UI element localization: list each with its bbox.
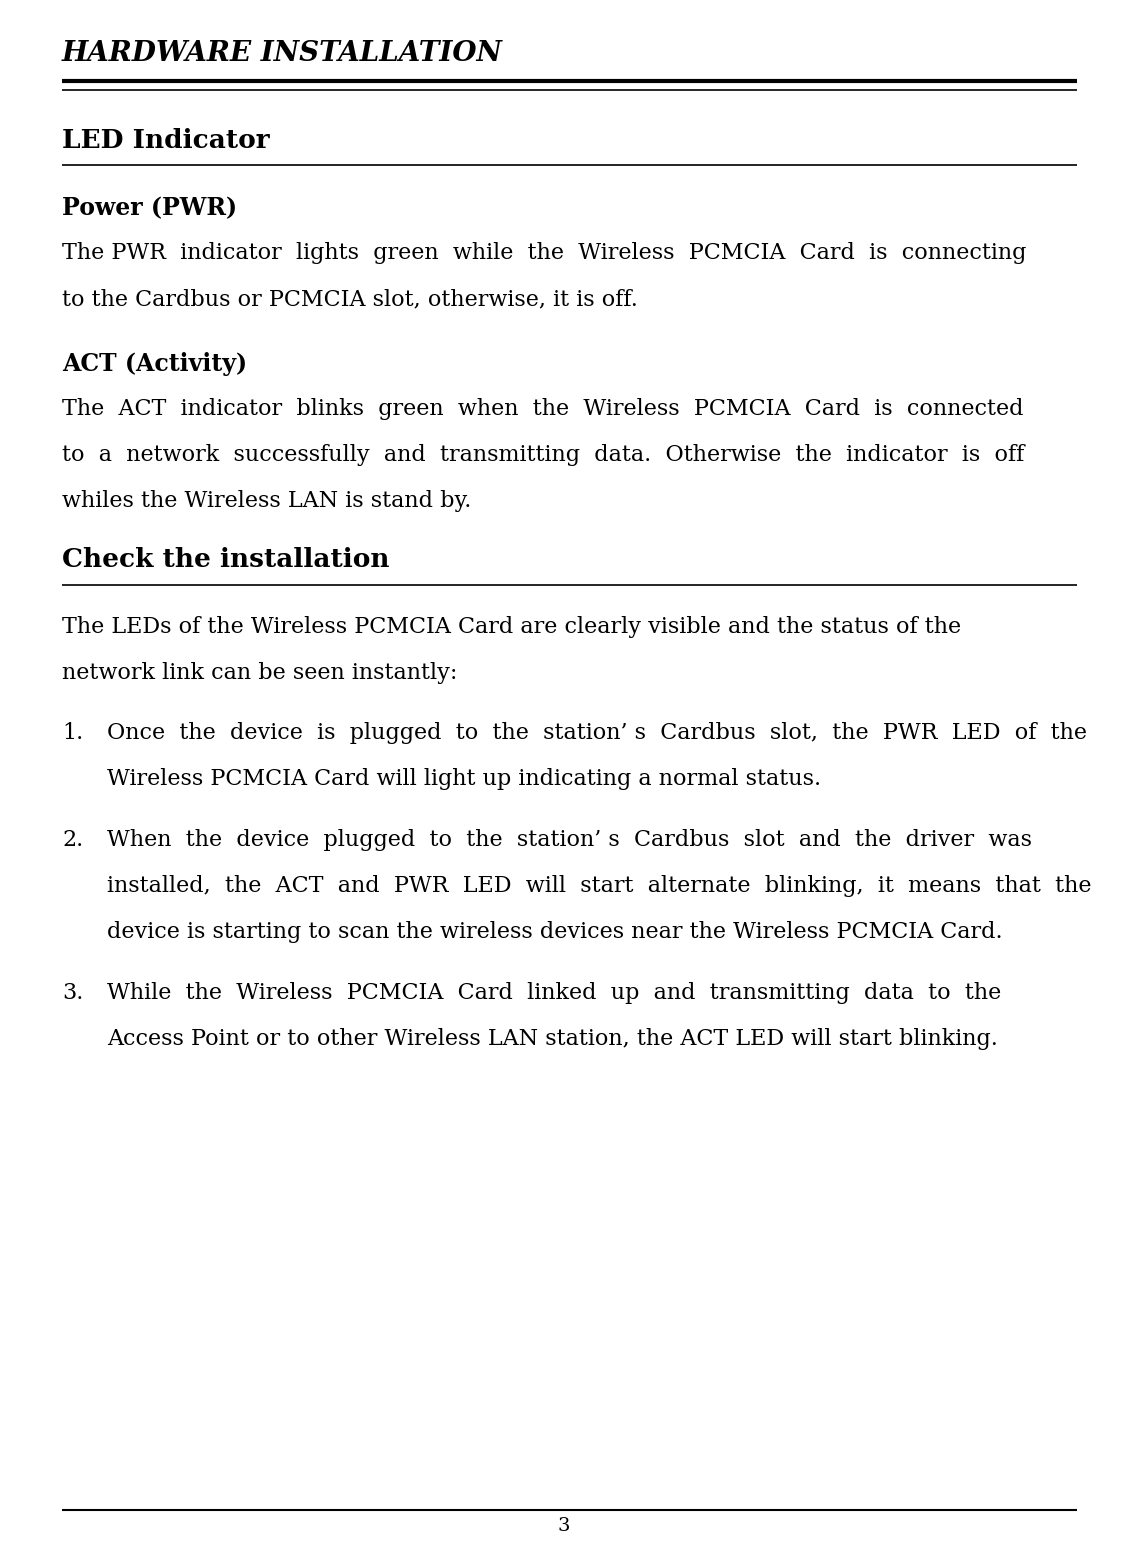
Text: LED Indicator: LED Indicator <box>62 128 270 153</box>
Text: When  the  device  plugged  to  the  station’ s  Cardbus  slot  and  the  driver: When the device plugged to the station’ … <box>107 830 1032 852</box>
Text: The  ACT  indicator  blinks  green  when  the  Wireless  PCMCIA  Card  is  conne: The ACT indicator blinks green when the … <box>62 399 1023 420</box>
Text: device is starting to scan the wireless devices near the Wireless PCMCIA Card.: device is starting to scan the wireless … <box>107 922 1003 944</box>
Text: Once  the  device  is  plugged  to  the  station’ s  Cardbus  slot,  the  PWR  L: Once the device is plugged to the statio… <box>107 722 1087 744</box>
Text: Access Point or to other Wireless LAN station, the ACT LED will start blinking.: Access Point or to other Wireless LAN st… <box>107 1028 998 1049</box>
Text: Check the installation: Check the installation <box>62 548 389 573</box>
Text: to the Cardbus or PCMCIA slot, otherwise, it is off.: to the Cardbus or PCMCIA slot, otherwise… <box>62 288 638 310</box>
Text: HARDWARE INSTALLATION: HARDWARE INSTALLATION <box>62 40 503 67</box>
Text: 2.: 2. <box>62 830 83 852</box>
Text: to  a  network  successfully  and  transmitting  data.  Otherwise  the  indicato: to a network successfully and transmitti… <box>62 444 1024 466</box>
Text: Wireless PCMCIA Card will light up indicating a normal status.: Wireless PCMCIA Card will light up indic… <box>107 769 821 791</box>
Text: The PWR  indicator  lights  green  while  the  Wireless  PCMCIA  Card  is  conne: The PWR indicator lights green while the… <box>62 243 1026 265</box>
Text: installed,  the  ACT  and  PWR  LED  will  start  alternate  blinking,  it  mean: installed, the ACT and PWR LED will star… <box>107 875 1092 897</box>
Text: ACT (Activity): ACT (Activity) <box>62 352 247 375</box>
Text: 1.: 1. <box>62 722 83 744</box>
Text: While  the  Wireless  PCMCIA  Card  linked  up  and  transmitting  data  to  the: While the Wireless PCMCIA Card linked up… <box>107 982 1002 1004</box>
Text: whiles the Wireless LAN is stand by.: whiles the Wireless LAN is stand by. <box>62 490 472 512</box>
Text: 3.: 3. <box>62 982 83 1004</box>
Text: The LEDs of the Wireless PCMCIA Card are clearly visible and the status of the: The LEDs of the Wireless PCMCIA Card are… <box>62 617 961 638</box>
Text: network link can be seen instantly:: network link can be seen instantly: <box>62 662 458 684</box>
Text: Power (PWR): Power (PWR) <box>62 196 237 220</box>
Text: 3: 3 <box>557 1517 571 1535</box>
